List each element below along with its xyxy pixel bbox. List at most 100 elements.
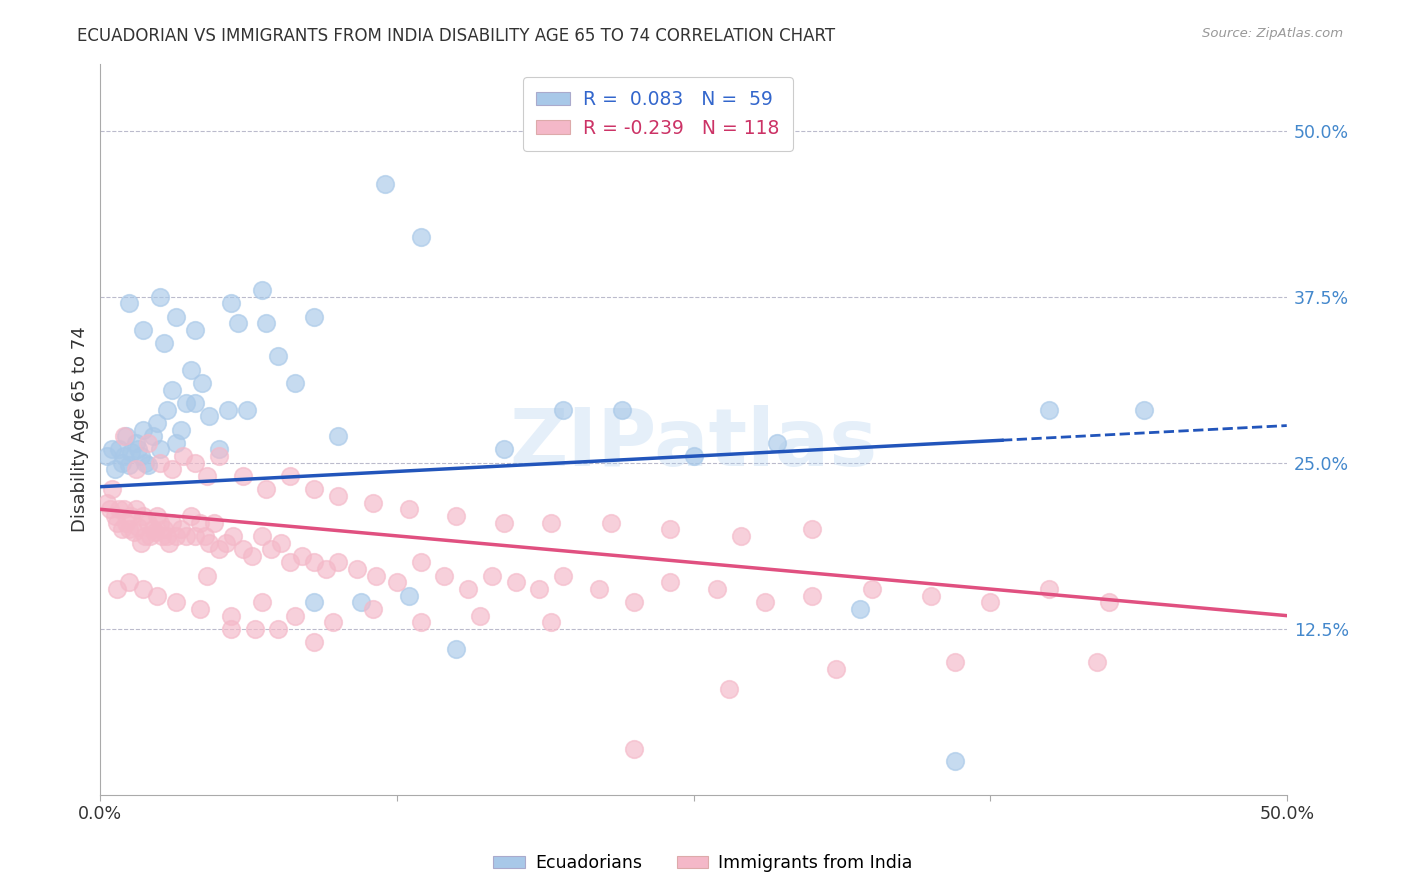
Point [202, 516, 225, 530]
Point [540, 516, 562, 530]
Point [125, 435, 148, 450]
Point [801, 522, 824, 536]
Point [208, 542, 231, 557]
Point [118, 522, 141, 536]
Point [250, 529, 273, 543]
Point [219, 622, 242, 636]
Point [623, 741, 645, 756]
Point [551, 568, 574, 582]
Point [302, 635, 325, 649]
Point [160, 462, 183, 476]
Point [1098, 595, 1121, 609]
Point [232, 469, 254, 483]
Point [134, 456, 156, 470]
Point [326, 556, 349, 570]
Point [98, 502, 121, 516]
Point [146, 416, 169, 430]
Point [385, 575, 408, 590]
Point [398, 589, 420, 603]
Point [136, 516, 159, 530]
Point [284, 608, 307, 623]
Text: ZIPatlas: ZIPatlas [509, 405, 877, 483]
Point [143, 524, 166, 539]
Point [208, 449, 231, 463]
Point [108, 502, 131, 516]
Point [129, 535, 152, 549]
Point [278, 556, 301, 570]
Point [256, 483, 278, 497]
Point [529, 582, 551, 596]
Point [96, 496, 118, 510]
Point [409, 556, 432, 570]
Point [219, 608, 242, 623]
Point [322, 615, 344, 630]
Point [551, 402, 574, 417]
Point [118, 458, 141, 473]
Point [184, 323, 207, 337]
Point [120, 445, 142, 459]
Point [120, 508, 142, 523]
Point [612, 402, 634, 417]
Point [153, 336, 176, 351]
Point [165, 310, 187, 324]
Point [492, 442, 515, 457]
Point [1133, 402, 1156, 417]
Point [142, 522, 165, 536]
Point [1038, 402, 1060, 417]
Point [184, 529, 207, 543]
Point [174, 396, 197, 410]
Point [291, 549, 314, 563]
Point [170, 522, 193, 536]
Point [125, 462, 148, 476]
Point [112, 449, 135, 463]
Point [278, 469, 301, 483]
Point [240, 549, 263, 563]
Point [115, 429, 138, 443]
Point [165, 595, 187, 609]
Point [492, 516, 515, 530]
Point [105, 516, 128, 530]
Point [658, 522, 681, 536]
Point [105, 582, 128, 596]
Point [191, 376, 214, 390]
Point [302, 483, 325, 497]
Point [623, 595, 645, 609]
Point [374, 177, 396, 191]
Point [284, 376, 307, 390]
Point [103, 508, 125, 523]
Point [658, 575, 681, 590]
Point [111, 522, 134, 536]
Y-axis label: Disability Age 65 to 74: Disability Age 65 to 74 [72, 326, 89, 533]
Point [157, 535, 180, 549]
Point [848, 602, 870, 616]
Point [267, 350, 290, 364]
Point [718, 681, 741, 696]
Point [180, 508, 202, 523]
Point [132, 582, 155, 596]
Point [409, 230, 432, 244]
Point [103, 462, 125, 476]
Text: ECUADORIAN VS IMMIGRANTS FROM INDIA DISABILITY AGE 65 TO 74 CORRELATION CHART: ECUADORIAN VS IMMIGRANTS FROM INDIA DISA… [77, 27, 835, 45]
Point [346, 562, 368, 576]
Point [350, 595, 373, 609]
Point [132, 508, 155, 523]
Legend: R =  0.083   N =  59, R = -0.239   N = 118: R = 0.083 N = 59, R = -0.239 N = 118 [523, 77, 793, 151]
Point [134, 529, 156, 543]
Point [96, 449, 118, 463]
Point [364, 568, 387, 582]
Point [112, 429, 135, 443]
Point [132, 423, 155, 437]
Point [754, 595, 776, 609]
Text: Source: ZipAtlas.com: Source: ZipAtlas.com [1202, 27, 1343, 40]
Point [112, 502, 135, 516]
Point [149, 456, 172, 470]
Point [149, 516, 172, 530]
Point [184, 456, 207, 470]
Point [101, 483, 124, 497]
Point [920, 589, 942, 603]
Point [129, 449, 152, 463]
Point [149, 442, 172, 457]
Point [195, 568, 218, 582]
Point [267, 622, 290, 636]
Point [170, 423, 193, 437]
